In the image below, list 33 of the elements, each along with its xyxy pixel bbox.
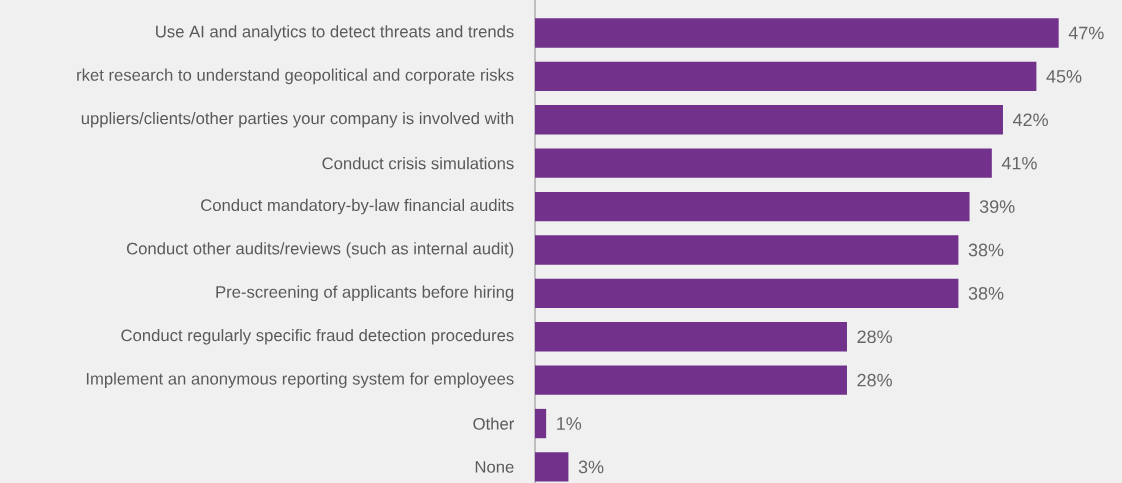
bar [535,148,992,178]
bar [535,18,1059,48]
data-label: 39% [979,200,1015,213]
y-tick-label: Implement an anonymous reporting system for employees [86,372,514,388]
y-tick-label: Conduct other audits/reviews (such as internal audit) [126,242,514,258]
data-label: 42% [1012,113,1048,127]
data-label: 41% [1001,156,1037,170]
y-tick-label: Conduct mandatory-by-law financial audits [201,198,514,215]
bar [535,365,847,395]
y-tick-label: Conduct crisis simulations [322,157,514,170]
y-tick-label: None [475,461,514,473]
bar [535,61,1037,92]
bar [535,278,959,309]
data-label: 3% [578,460,604,474]
y-tick-label: Pre-screening of applicants before hiring [216,285,514,302]
bar [535,408,547,439]
data-label: 28% [857,330,892,344]
data-label: 45% [1046,70,1082,83]
y-tick-label: Other [473,417,515,430]
data-label: 47% [1068,26,1104,40]
data-label: 1% [557,417,582,430]
bar [535,105,1003,135]
y-tick-label: Use AI and analytics to detect threats and trends [156,25,514,41]
bar [535,235,959,265]
bar [535,452,569,482]
data-label: 38% [968,286,1004,300]
bar [535,191,970,222]
bar [535,322,847,352]
data-label: 28% [857,373,892,387]
data-label: 38% [968,243,1004,257]
y-tick-label: rket research to understand geopolitical and corporate risks [77,68,514,85]
y-tick-label: uppliers/clients/other parties your company is involved with [81,112,514,128]
y-tick-label: Conduct regularly specific fraud detection procedures [121,328,514,345]
